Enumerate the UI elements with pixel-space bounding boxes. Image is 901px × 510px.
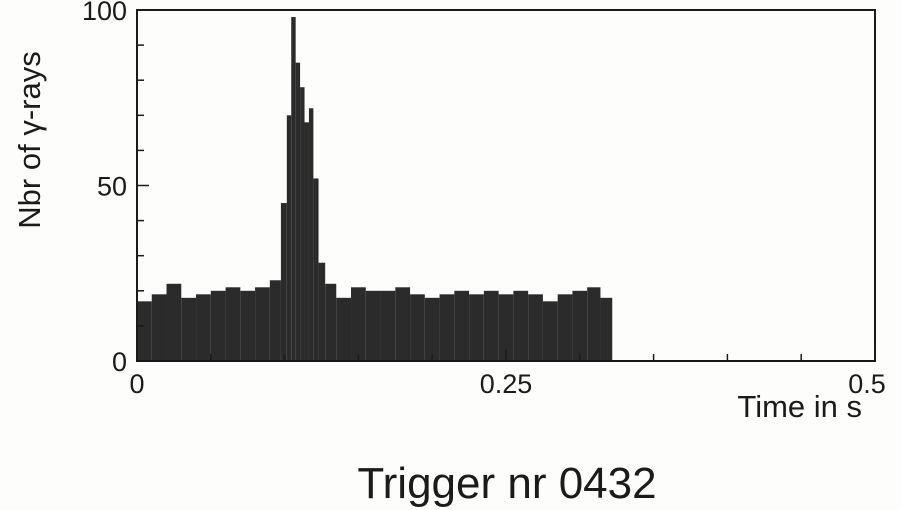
histogram-bar xyxy=(313,178,319,361)
histogram-bar xyxy=(336,297,352,361)
histogram-bar xyxy=(469,294,484,361)
histogram-bar xyxy=(498,294,514,361)
histogram-bar xyxy=(572,290,588,361)
histogram-bar xyxy=(304,122,309,361)
y-tick-label: 0 xyxy=(112,347,127,377)
histogram-bar xyxy=(291,17,296,362)
histogram-bar xyxy=(255,287,270,361)
histogram-bar xyxy=(483,290,499,361)
histogram-bar xyxy=(454,290,470,361)
histogram-bar xyxy=(542,301,558,361)
histogram-bar xyxy=(137,301,152,361)
x-tick-label: 0.25 xyxy=(480,369,533,399)
histogram-bar xyxy=(210,290,226,361)
histogram-bar xyxy=(325,283,337,361)
histogram-bar xyxy=(439,294,455,361)
histogram-bar xyxy=(424,297,440,361)
histogram-bars xyxy=(137,17,613,362)
histogram-bar xyxy=(295,62,301,362)
histogram-bar xyxy=(513,290,529,361)
y-tick-label: 100 xyxy=(82,0,127,26)
histogram-bar xyxy=(300,87,305,361)
x-tick-label: 0.5 xyxy=(848,369,886,399)
histogram-bar xyxy=(151,294,167,361)
histogram-bar xyxy=(318,262,326,361)
histogram-bar xyxy=(240,290,256,361)
y-axis-ticks: 0 50 100 xyxy=(82,0,149,377)
histogram-bar xyxy=(181,297,197,361)
histogram-bar xyxy=(280,203,287,361)
histogram-bar xyxy=(557,294,573,361)
histogram-bar xyxy=(269,280,281,361)
histogram-bar xyxy=(308,108,314,361)
x-axis-ticks: 0 0.25 0.5 xyxy=(129,349,886,399)
histogram-bar xyxy=(225,287,241,361)
histogram-bar xyxy=(365,290,381,361)
y-axis-label: Nbr of γ-rays xyxy=(12,51,47,228)
histogram-bar xyxy=(196,294,211,361)
histogram-bar xyxy=(587,287,601,361)
histogram-bar xyxy=(410,294,425,361)
histogram-bar xyxy=(166,283,182,361)
chart-title: Trigger nr 0432 xyxy=(357,459,656,508)
histogram-bar xyxy=(351,287,366,361)
x-axis-label: Time in s xyxy=(737,389,862,424)
histogram-bar xyxy=(600,297,613,361)
histogram-bar xyxy=(286,115,292,361)
y-tick-label: 50 xyxy=(97,172,127,202)
histogram-bar xyxy=(395,287,411,361)
histogram-bar xyxy=(528,294,543,361)
histogram-bar xyxy=(380,290,396,361)
x-tick-label: 0 xyxy=(129,369,144,399)
